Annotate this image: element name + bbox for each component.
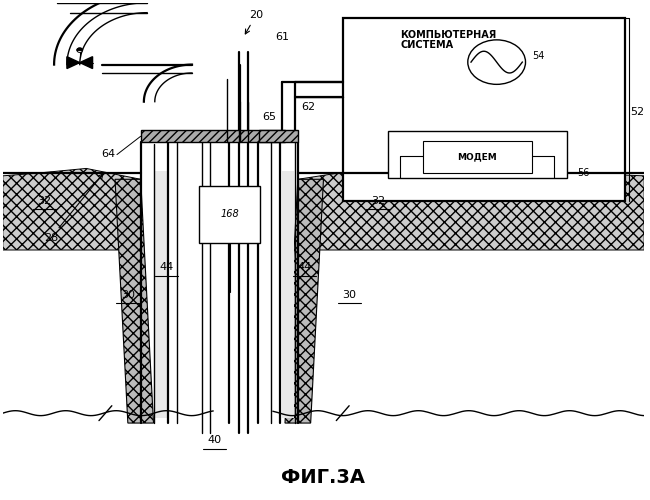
Bar bbox=[423, 141, 532, 174]
Polygon shape bbox=[298, 166, 644, 250]
Text: 64: 64 bbox=[101, 148, 115, 158]
Text: 32: 32 bbox=[38, 196, 51, 205]
Text: 30: 30 bbox=[121, 290, 135, 300]
Bar bbox=[155, 171, 167, 418]
Circle shape bbox=[468, 40, 525, 84]
Text: СИСТЕМА: СИСТЕМА bbox=[400, 40, 454, 50]
Text: 40: 40 bbox=[207, 436, 222, 446]
Text: 32: 32 bbox=[371, 196, 385, 205]
Text: 52: 52 bbox=[630, 106, 644, 117]
Text: КОМПЬЮТЕРНАЯ: КОМПЬЮТЕРНАЯ bbox=[400, 30, 497, 40]
Polygon shape bbox=[3, 168, 140, 250]
Polygon shape bbox=[80, 56, 92, 68]
Bar bbox=[343, 18, 625, 200]
Text: ФИГ.3А: ФИГ.3А bbox=[281, 468, 365, 487]
Bar bbox=[199, 186, 260, 242]
Circle shape bbox=[77, 48, 83, 52]
Text: 30: 30 bbox=[342, 290, 356, 300]
Polygon shape bbox=[285, 180, 324, 423]
Polygon shape bbox=[115, 180, 153, 423]
Text: 28: 28 bbox=[44, 174, 103, 242]
Wedge shape bbox=[77, 48, 83, 50]
Text: 65: 65 bbox=[262, 112, 276, 122]
Bar bbox=[259, 130, 298, 142]
Text: 44: 44 bbox=[159, 262, 174, 272]
Text: 168: 168 bbox=[220, 210, 239, 220]
Text: МОДЕМ: МОДЕМ bbox=[458, 152, 497, 162]
Text: 56: 56 bbox=[577, 168, 589, 178]
Bar bbox=[387, 132, 567, 178]
Text: 54: 54 bbox=[532, 51, 544, 61]
Bar bbox=[282, 171, 294, 418]
Text: 20: 20 bbox=[245, 10, 263, 34]
Text: 62: 62 bbox=[301, 102, 315, 112]
Text: 61: 61 bbox=[276, 32, 289, 42]
Polygon shape bbox=[67, 56, 80, 68]
Bar bbox=[140, 130, 285, 142]
Text: 44: 44 bbox=[297, 262, 311, 272]
